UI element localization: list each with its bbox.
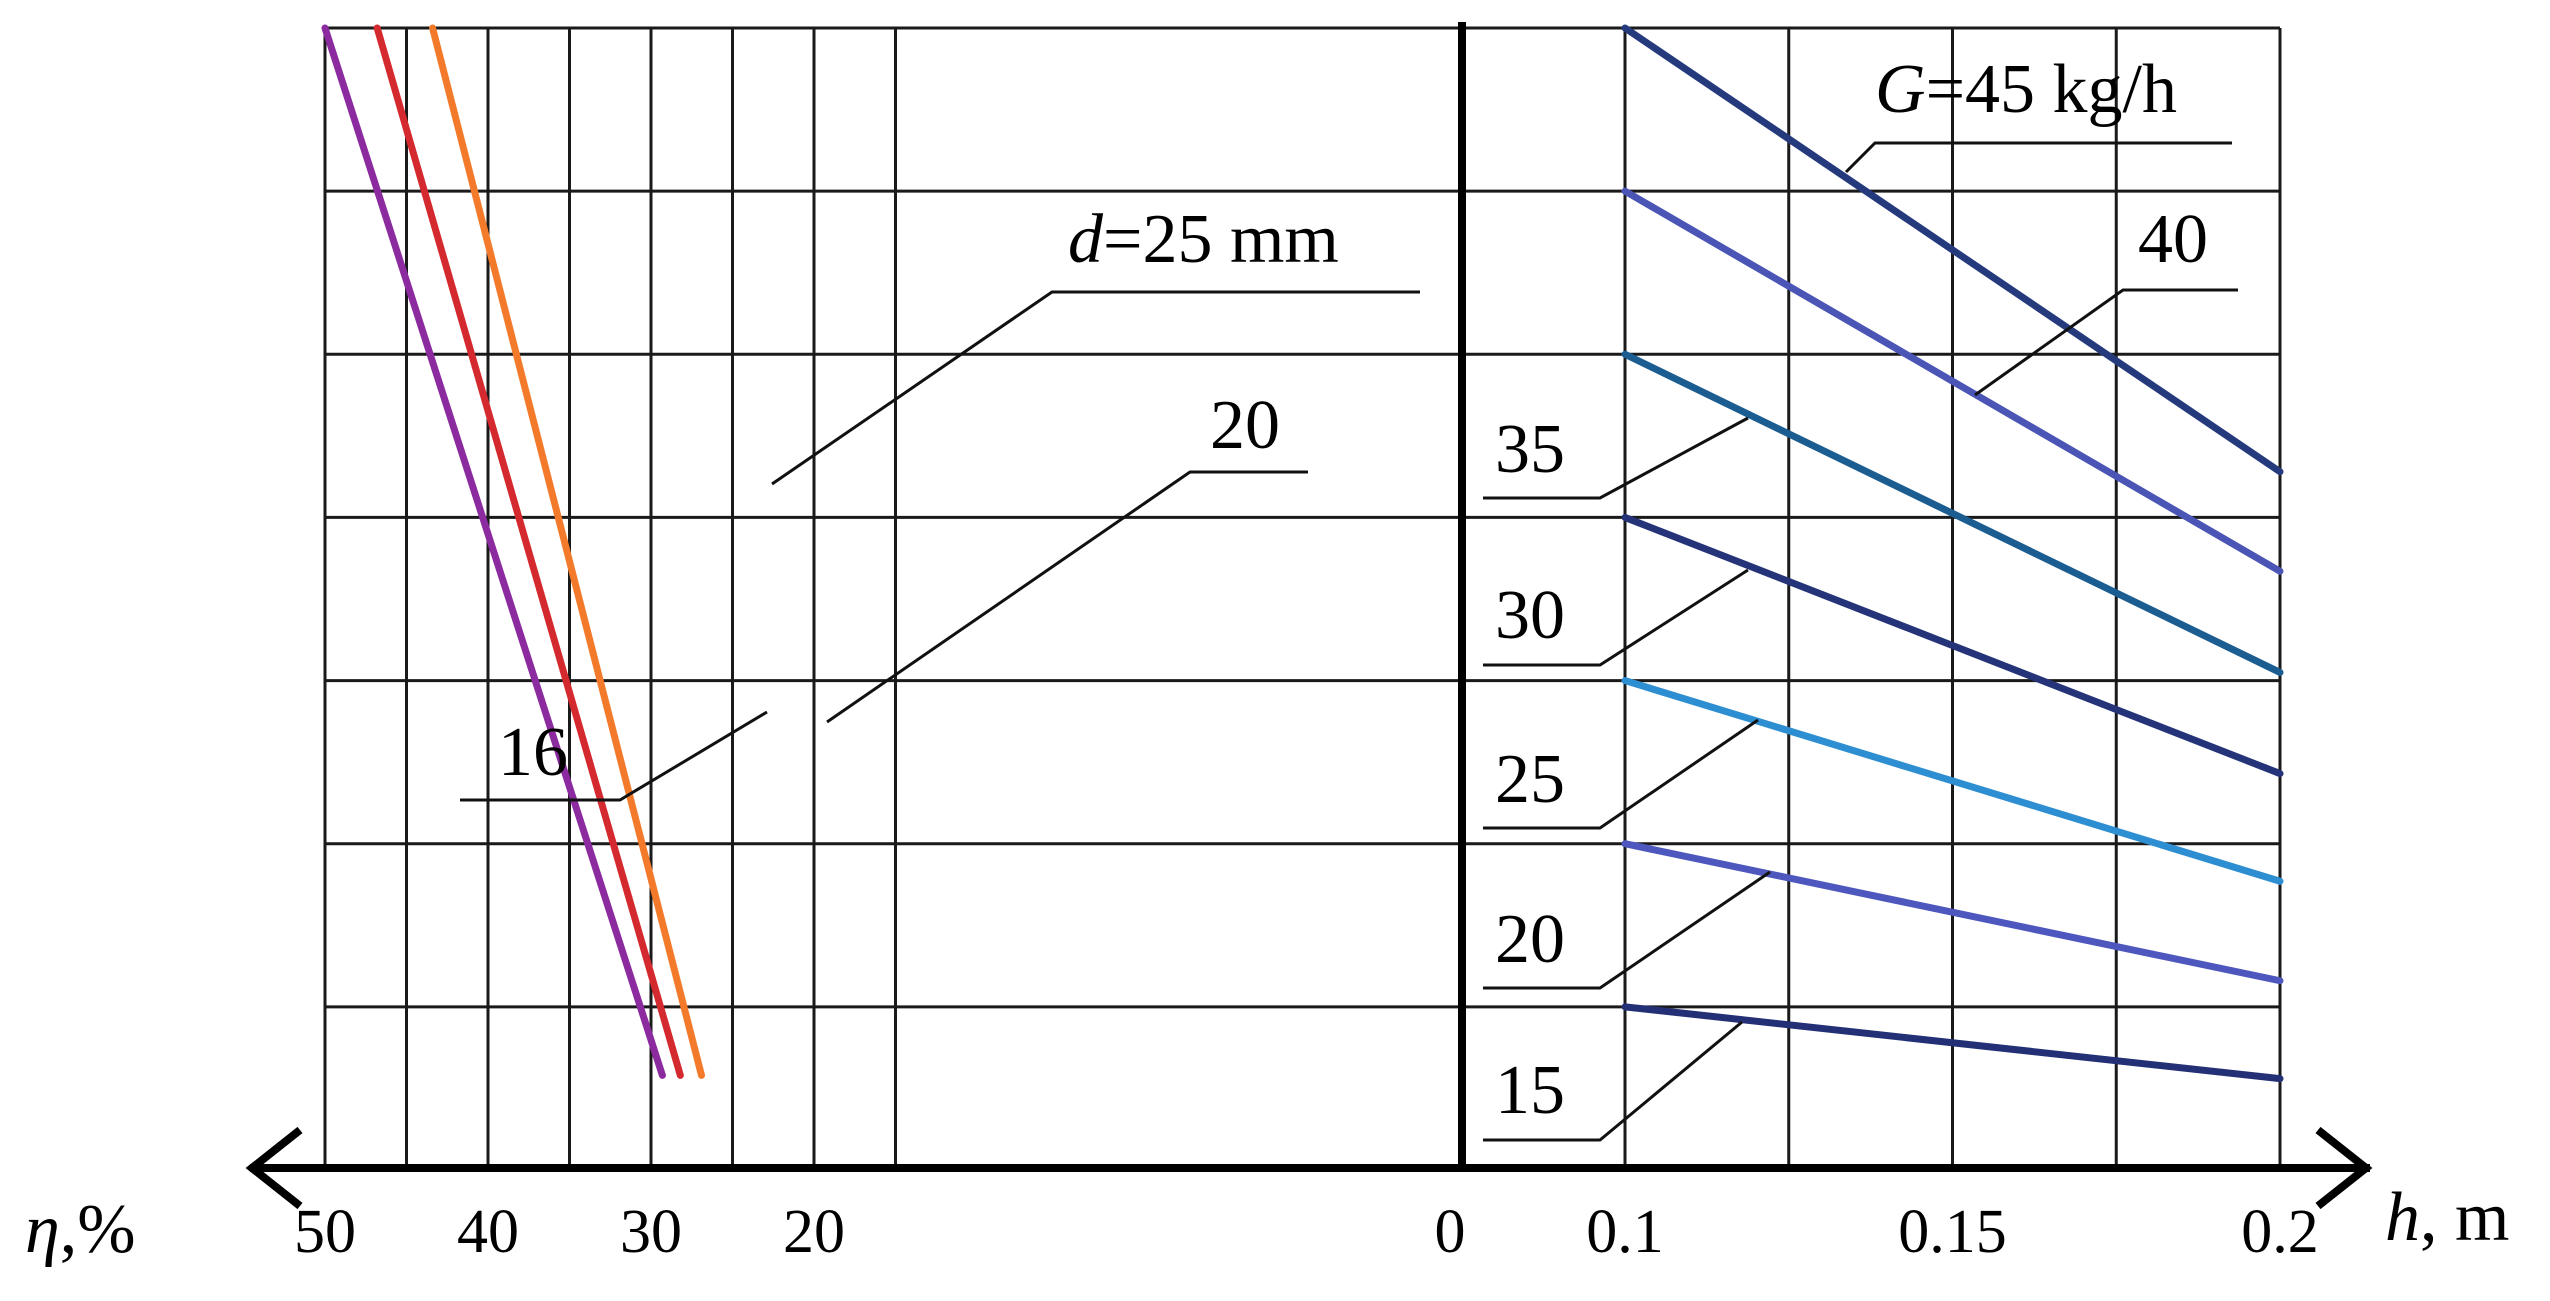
x-tick-label: 50 <box>294 1198 356 1266</box>
series-label-2: 16 <box>498 714 568 791</box>
right-series-line <box>1621 187 2284 575</box>
x-tick-label: 0.2 <box>2241 1198 2319 1266</box>
leader-line <box>1483 416 1749 500</box>
leader-line <box>1483 870 1771 990</box>
arrow-right-icon <box>2315 1126 2373 1210</box>
right-series-line <box>1621 1003 2284 1083</box>
x-tick-label: 40 <box>457 1198 519 1266</box>
left-series-line <box>429 24 706 1079</box>
series-label-r5: 20 <box>1495 901 1565 978</box>
right-series-line <box>1621 24 2284 476</box>
left-series-line <box>321 24 666 1079</box>
leader-line <box>1844 141 2232 174</box>
axes <box>245 22 2373 1210</box>
x-tick-label: 20 <box>783 1198 845 1266</box>
x-axis-label-left: η,% <box>25 1191 136 1268</box>
leader-line <box>771 290 1420 486</box>
series-label-0: d=25 mm <box>1068 201 1339 278</box>
leader-line <box>1974 288 2238 397</box>
leader-line <box>460 710 768 802</box>
labels: 50 40 30 20 0 0.1 0.15 0.2 η,% h, m d=25 mm 20 16 G=4… <box>25 51 2509 1268</box>
right-series-line <box>1621 513 2284 778</box>
leader-lines <box>460 141 2238 1142</box>
series-label-r3: 30 <box>1495 577 1565 654</box>
series-label-r6: 15 <box>1495 1052 1565 1129</box>
right-series-line <box>1621 350 2284 676</box>
x-tick-label: 0.15 <box>1898 1198 2007 1266</box>
leader-line <box>1483 718 1759 830</box>
curves <box>321 24 2284 1083</box>
series-label-r2: 35 <box>1495 411 1565 488</box>
right-series-line <box>1621 677 2284 885</box>
grid <box>323 26 2282 1170</box>
x-tick-label: 30 <box>620 1198 682 1266</box>
left-series-line <box>373 24 684 1079</box>
series-label-1: 20 <box>1210 387 1280 464</box>
x-axis-label-right: h, m <box>2385 1179 2509 1256</box>
x-tick-label: 0.1 <box>1586 1198 1664 1266</box>
series-label-r4: 25 <box>1495 741 1565 818</box>
arrow-left-icon <box>245 1126 303 1210</box>
series-label-r1: 40 <box>2138 201 2208 278</box>
origin-label: 0 <box>1435 1198 1466 1266</box>
leader-line <box>826 470 1308 724</box>
leader-line <box>1483 568 1749 667</box>
right-series-line <box>1621 840 2284 985</box>
series-label-r0: G=45 kg/h <box>1875 51 2177 128</box>
leader-line <box>1483 1020 1743 1142</box>
